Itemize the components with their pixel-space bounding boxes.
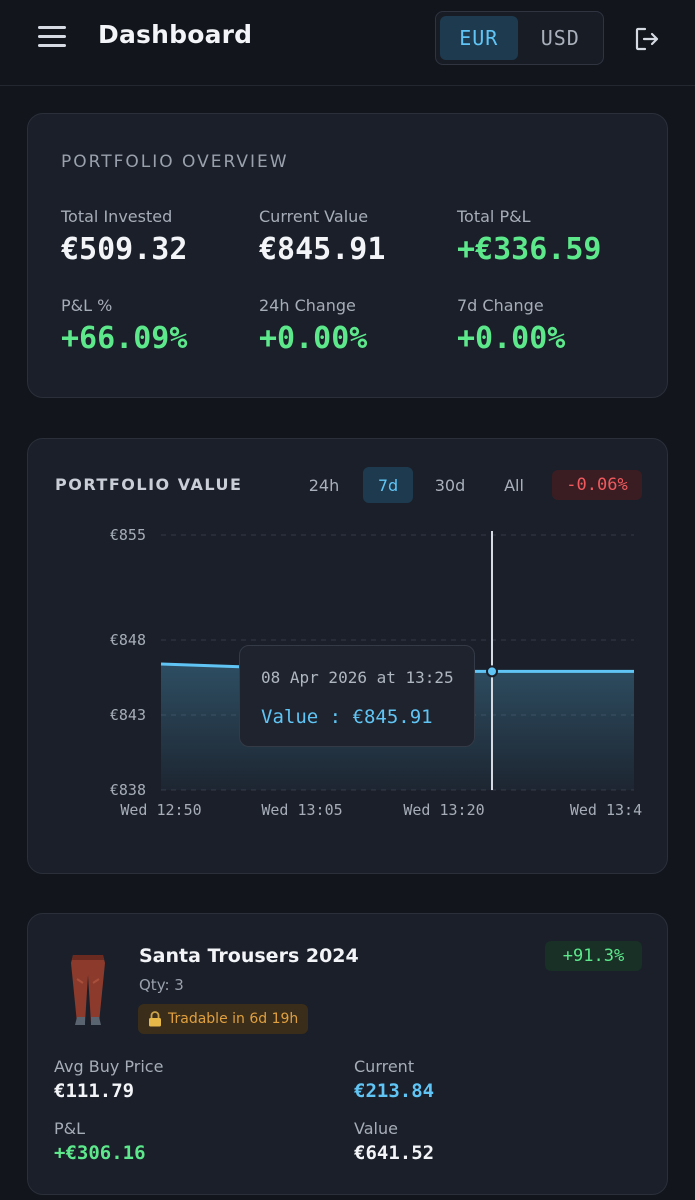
- stat-value: €845.91: [259, 232, 386, 267]
- stat-value: +0.00%: [457, 321, 566, 356]
- top-bar: Dashboard EUR USD: [0, 0, 695, 86]
- currency-eur-button[interactable]: EUR: [440, 16, 518, 60]
- x-tick-label: Wed 12:50: [120, 801, 201, 819]
- stat-value: +0.00%: [259, 321, 368, 356]
- y-tick-label: €843: [110, 706, 146, 724]
- avg-buy-price: Avg Buy Price €111.79: [54, 1057, 314, 1102]
- avg-buy-label: Avg Buy Price: [54, 1057, 164, 1076]
- tooltip-value: Value : €845.91: [261, 706, 433, 728]
- pl-value: +€306.16: [54, 1142, 146, 1164]
- tradable-text: Tradable in 6d 19h: [168, 1011, 299, 1027]
- range-24h-button[interactable]: 24h: [308, 475, 340, 495]
- portfolio-value-card: PORTFOLIO VALUE 24h 7d 30d All -0.06% €8…: [27, 438, 668, 874]
- current-price: Current €213.84: [354, 1057, 614, 1102]
- stat-24h-change: 24h Change +0.00%: [259, 296, 449, 356]
- stat-value: €509.32: [61, 232, 188, 267]
- item-quantity: Qty: 3: [139, 976, 184, 994]
- value-value: €641.52: [354, 1142, 435, 1164]
- lock-icon: [149, 1011, 161, 1027]
- tradable-badge: Tradable in 6d 19h: [138, 1004, 309, 1034]
- y-tick-label: €838: [110, 781, 146, 799]
- page-title: Dashboard: [98, 20, 253, 49]
- hover-point: [486, 665, 498, 678]
- item-pl: P&L +€306.16: [54, 1119, 314, 1164]
- currency-toggle: EUR USD: [435, 11, 604, 65]
- item-name: Santa Trousers 2024: [139, 945, 359, 967]
- value-change-badge: -0.06%: [552, 470, 642, 500]
- stat-value: +66.09%: [61, 321, 188, 356]
- trousers-item-image: [71, 955, 105, 1025]
- stat-label: Total P&L: [457, 207, 531, 226]
- stat-label: Total Invested: [61, 207, 173, 226]
- stat-total-invested: Total Invested €509.32: [61, 207, 251, 267]
- holding-card[interactable]: Santa Trousers 2024 Qty: 3 Tradable in 6…: [27, 913, 668, 1195]
- x-tick-label: Wed 13:4: [570, 801, 642, 819]
- stat-label: 7d Change: [457, 296, 544, 315]
- y-tick-label: €848: [110, 631, 146, 649]
- value-label: Value: [354, 1119, 398, 1138]
- chart-tooltip: 08 Apr 2026 at 13:25 Value : €845.91: [239, 645, 475, 747]
- item-change-badge: +91.3%: [545, 941, 642, 971]
- range-all-button[interactable]: All: [504, 475, 524, 495]
- chart-heading: PORTFOLIO VALUE: [55, 475, 243, 494]
- x-tick-label: Wed 13:05: [261, 801, 342, 819]
- stat-label: P&L %: [61, 296, 113, 315]
- current-value: €213.84: [354, 1080, 435, 1102]
- pl-label: P&L: [54, 1119, 86, 1138]
- stat-label: 24h Change: [259, 296, 356, 315]
- overview-heading: PORTFOLIO OVERVIEW: [61, 152, 289, 172]
- stat-pl-percent: P&L % +66.09%: [61, 296, 251, 356]
- logout-icon[interactable]: [633, 25, 661, 53]
- x-tick-label: Wed 13:20: [403, 801, 484, 819]
- current-label: Current: [354, 1057, 415, 1076]
- hamburger-menu-icon[interactable]: [38, 26, 66, 50]
- stat-total-pl: Total P&L +€336.59: [457, 207, 647, 267]
- stat-7d-change: 7d Change +0.00%: [457, 296, 647, 356]
- y-tick-label: €855: [110, 526, 146, 544]
- avg-buy-value: €111.79: [54, 1080, 135, 1102]
- stat-value: +€336.59: [457, 232, 602, 267]
- tooltip-date: 08 Apr 2026 at 13:25: [261, 668, 454, 687]
- currency-usd-button[interactable]: USD: [540, 26, 580, 50]
- portfolio-overview-card: PORTFOLIO OVERVIEW Total Invested €509.3…: [27, 113, 668, 398]
- item-value: Value €641.52: [354, 1119, 614, 1164]
- stat-label: Current Value: [259, 207, 369, 226]
- stat-current-value: Current Value €845.91: [259, 207, 449, 267]
- range-7d-button[interactable]: 7d: [363, 467, 413, 503]
- range-30d-button[interactable]: 30d: [434, 475, 466, 495]
